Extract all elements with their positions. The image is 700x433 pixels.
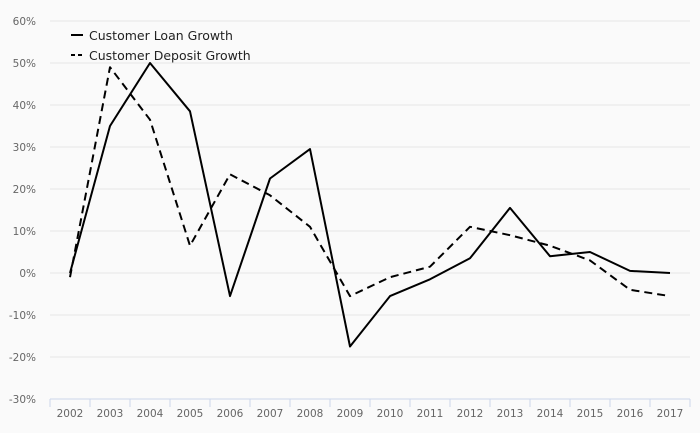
grid xyxy=(50,20,690,358)
x-tick-label: 2004 xyxy=(137,408,164,420)
x-tick-label: 2009 xyxy=(337,408,364,420)
y-tick-label: 20% xyxy=(13,184,36,196)
x-tick-label: 2010 xyxy=(377,408,404,420)
series-line-customer-deposit-growth xyxy=(69,66,671,298)
x-tick-label: 2007 xyxy=(257,408,284,420)
x-tick-label: 2011 xyxy=(417,408,444,420)
legend-label: Customer Loan Growth xyxy=(89,28,233,43)
y-tick-label: 40% xyxy=(13,100,36,112)
y-tick-label: -30% xyxy=(9,394,36,406)
series-group xyxy=(69,62,671,348)
x-tick-label: 2015 xyxy=(577,408,604,420)
series-line-customer-loan-growth xyxy=(69,62,671,348)
x-tick-label: 2002 xyxy=(57,408,84,420)
x-tick-label: 2017 xyxy=(657,408,684,420)
x-tick-label: 2016 xyxy=(617,408,644,420)
y-tick-label: 10% xyxy=(13,226,36,238)
y-tick-label: 0% xyxy=(19,268,36,280)
y-tick-label: 50% xyxy=(13,58,36,70)
x-tick-label: 2006 xyxy=(217,408,244,420)
y-tick-label: -20% xyxy=(9,352,36,364)
x-tick-label: 2012 xyxy=(457,408,484,420)
x-tick-label: 2003 xyxy=(97,408,124,420)
y-tick-label: -10% xyxy=(9,310,36,322)
y-tick-label: 60% xyxy=(13,16,36,28)
legend: Customer Loan Growth Customer Deposit Gro… xyxy=(71,28,251,63)
legend-label: Customer Deposit Growth xyxy=(89,48,251,63)
x-tick-label: 2005 xyxy=(177,408,204,420)
x-axis: 2002 2003 2004 2005 2006 2007 2008 2009 2010 2011… xyxy=(49,399,691,420)
y-tick-label: 30% xyxy=(13,142,36,154)
y-axis: -30% -20% -10% 0% 10% 20% 30% 40% 50% 60% xyxy=(9,16,36,406)
x-tick-label: 2014 xyxy=(537,408,564,420)
x-tick-label: 2008 xyxy=(297,408,324,420)
x-tick-label: 2013 xyxy=(497,408,524,420)
